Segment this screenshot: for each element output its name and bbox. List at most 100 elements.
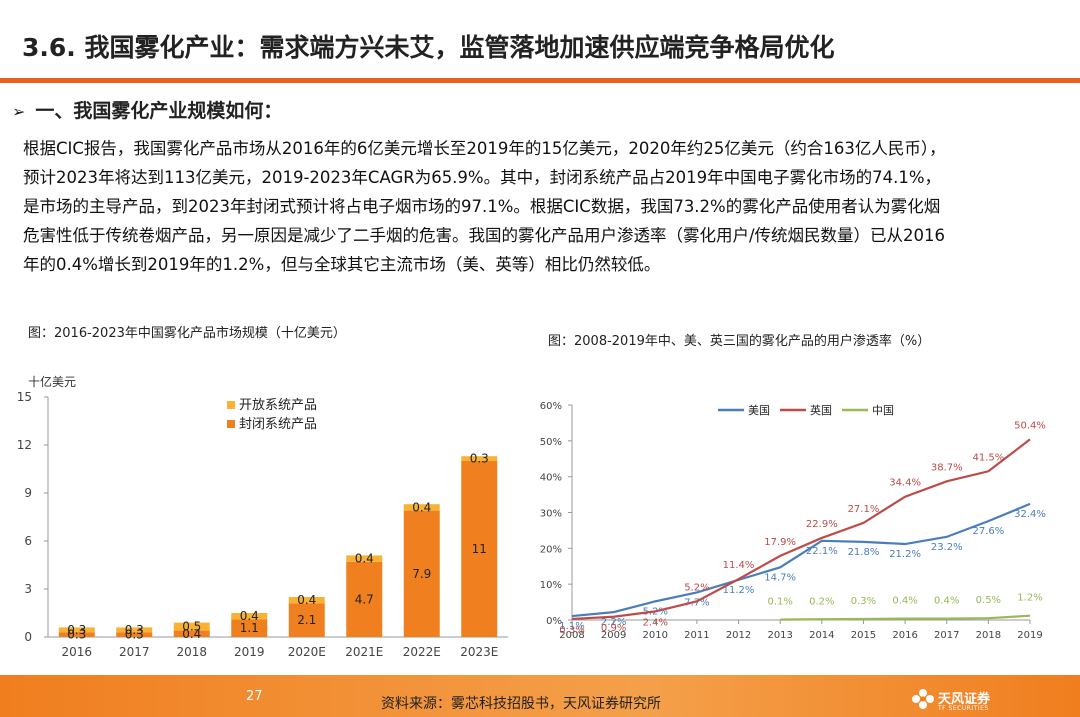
data-label-closed: 11 — [472, 542, 487, 556]
data-label-usa: 1.1% — [559, 621, 584, 632]
figure-title-market-size: 图：2016-2023年中国雾化产品市场规模（十亿美元） — [28, 326, 346, 341]
data-label-uk: 0.3% — [559, 625, 584, 636]
data-label-uk: 22.9% — [806, 519, 838, 530]
data-label-uk: 5.2% — [684, 582, 709, 593]
bar-segment-closed — [58, 632, 95, 637]
data-label-closed: 0.3 — [67, 628, 86, 642]
x-tick-label: 2017 — [119, 645, 150, 659]
bar-segment-closed — [173, 630, 210, 637]
data-label-uk: 0.9% — [601, 623, 626, 634]
y-tick-label: 12 — [17, 438, 32, 452]
data-label-closed: 1.1 — [240, 621, 259, 635]
title-divider — [0, 78, 1080, 83]
data-label-china: 0.1% — [767, 597, 792, 608]
y-tick-label: 6 — [24, 534, 32, 548]
bar-segment-open — [116, 627, 153, 633]
y-tick-label: 15 — [17, 390, 32, 404]
section-heading-text: 一、我国雾化产业规模如何： — [35, 100, 283, 122]
legend-label-closed: 封闭系统产品 — [239, 417, 317, 432]
x-tick-label: 2020E — [288, 645, 326, 659]
y-tick-label: 60% — [540, 401, 562, 412]
data-label-usa: 22.1% — [806, 546, 838, 557]
bar-segment-closed — [461, 461, 498, 637]
data-label-usa: 14.7% — [764, 572, 796, 583]
bar-segment-closed — [288, 603, 325, 637]
data-label-closed: 0.4 — [182, 627, 201, 641]
data-label-open: 0.3 — [125, 623, 144, 637]
bar-segment-closed — [403, 510, 440, 637]
x-tick-label: 2014 — [809, 630, 834, 641]
data-label-uk: 17.9% — [764, 537, 796, 548]
y-tick-label: 0% — [546, 616, 562, 627]
data-label-usa: 32.4% — [1014, 509, 1046, 520]
page-number: 27 — [246, 689, 263, 704]
x-tick-label: 2012 — [726, 630, 751, 641]
x-tick-label: 2016 — [892, 630, 917, 641]
body-line: 年的0.4%增长到2019年的1.2%，但与全球其它主流市场（美、英等）相比仍然… — [23, 255, 661, 274]
y-axis-unit-label: 十亿美元 — [28, 374, 76, 389]
x-tick-label: 2011 — [684, 630, 709, 641]
body-line: 危害性低于传统卷烟产品，另一原因是减少了二手烟的危害。我国的雾化产品用户渗透率（… — [23, 226, 946, 245]
x-tick-label: 2015 — [851, 630, 876, 641]
x-tick-label: 2023E — [460, 645, 498, 659]
data-label-open: 0.5 — [182, 620, 201, 634]
penetration-line-chart: 0% 10% 20% 30% 40% 50% 60% 2008 2009 2010 2011 2012… — [540, 401, 1046, 641]
x-tick-label: 2021E — [345, 645, 383, 659]
legend-swatch-closed — [227, 420, 235, 428]
data-label-open: 0.4 — [355, 552, 374, 566]
data-label-uk: 34.4% — [889, 478, 921, 489]
data-label-uk: 27.1% — [848, 504, 880, 515]
bar-segment-open — [231, 613, 268, 620]
bar-segment-open — [288, 597, 325, 604]
bar-segment-open — [173, 622, 210, 631]
bar-segment-closed — [116, 632, 153, 637]
body-paragraph: 根据CIC报告，我国雾化产品市场从2016年的6亿美元增长至2019年的15亿美… — [23, 134, 1063, 279]
bar-segment-open — [58, 627, 95, 633]
bar-segment-open — [346, 555, 383, 562]
y-tick-label: 20% — [540, 544, 562, 555]
x-tick-label: 2017 — [934, 630, 959, 641]
data-label-usa: 27.6% — [972, 526, 1004, 537]
figure-title-penetration: 图：2008-2019年中、美、英三国的雾化产品的用户渗透率（%） — [548, 334, 931, 349]
data-label-china: 0.5% — [976, 595, 1001, 606]
data-label-open: 0.4 — [240, 609, 259, 623]
y-tick-label: 0 — [24, 630, 32, 644]
series-line-china — [780, 614, 1031, 621]
bar-segment-open — [461, 456, 498, 461]
data-label-china: 0.2% — [809, 596, 834, 607]
x-tick-label: 2013 — [767, 630, 792, 641]
source-note: 资料来源：雾芯科技招股书，天风证券研究所 — [381, 696, 661, 712]
data-label-china: 0.3% — [851, 596, 876, 607]
y-tick-label: 40% — [540, 473, 562, 484]
data-label-china: 0.4% — [892, 596, 917, 607]
legend-label-uk: 英国 — [810, 403, 832, 417]
y-tick-label: 30% — [540, 509, 562, 520]
page-title: 3.6. 我国雾化产业：需求端方兴未艾，监管落地加速供应端竞争格局优化 — [22, 33, 835, 62]
company-logo: 天风证券 TF SECURITIES — [912, 686, 1032, 714]
data-label-open: 0.3 — [67, 623, 86, 637]
footer-bar: 27 资料来源：雾芯科技招股书，天风证券研究所 天风证券 TF SECURITI… — [0, 675, 1080, 717]
data-label-open: 0.3 — [470, 452, 489, 466]
market-size-bar-chart: 十亿美元036912150.30.320160.30.320170.40.520… — [17, 374, 508, 659]
data-label-uk: 50.4% — [1014, 420, 1046, 431]
data-label-closed: 0.3 — [125, 628, 144, 642]
data-label-usa: 11.2% — [723, 585, 755, 596]
bar-segment-closed — [231, 619, 268, 637]
body-line: 根据CIC报告，我国雾化产品市场从2016年的6亿美元增长至2019年的15亿美… — [23, 139, 946, 158]
x-tick-label: 2009 — [601, 630, 626, 641]
y-tick-label: 50% — [540, 437, 562, 448]
legend-label-usa: 美国 — [748, 404, 770, 417]
x-tick-label: 2022E — [403, 645, 441, 659]
legend-label-china: 中国 — [872, 404, 894, 417]
series-line-uk — [571, 438, 1031, 621]
y-tick-label: 3 — [24, 582, 32, 596]
bar-segment-closed — [346, 561, 383, 637]
logo-name: 天风证券 — [938, 692, 991, 707]
logo-subtitle: TF SECURITIES — [938, 705, 989, 712]
x-tick-label: 2018 — [976, 630, 1001, 641]
flower-logo-icon — [912, 689, 934, 709]
data-label-open: 0.4 — [297, 593, 316, 607]
data-label-usa: 7.7% — [684, 597, 709, 608]
y-tick-label: 10% — [540, 580, 562, 591]
x-tick-label: 2018 — [176, 645, 207, 659]
